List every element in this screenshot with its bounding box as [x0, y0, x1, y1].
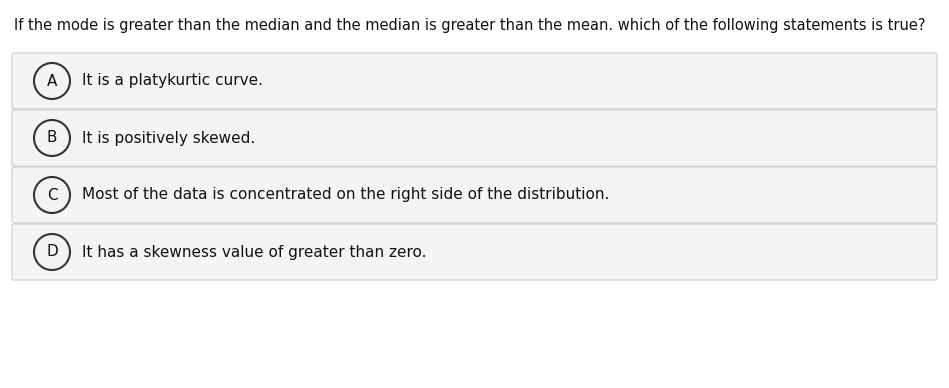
Text: If the mode is greater than the median and the median is greater than the mean. : If the mode is greater than the median a…: [14, 18, 925, 33]
Ellipse shape: [34, 234, 70, 270]
FancyBboxPatch shape: [12, 53, 937, 109]
Text: B: B: [47, 130, 57, 146]
Ellipse shape: [34, 63, 70, 99]
Text: D: D: [47, 244, 58, 260]
FancyBboxPatch shape: [12, 224, 937, 280]
Text: It is a platykurtic curve.: It is a platykurtic curve.: [82, 73, 263, 88]
Text: A: A: [47, 73, 57, 88]
Text: Most of the data is concentrated on the right side of the distribution.: Most of the data is concentrated on the …: [82, 187, 609, 203]
FancyBboxPatch shape: [12, 167, 937, 223]
Text: C: C: [47, 187, 57, 203]
Text: It has a skewness value of greater than zero.: It has a skewness value of greater than …: [82, 244, 426, 260]
Text: It is positively skewed.: It is positively skewed.: [82, 130, 255, 146]
Ellipse shape: [34, 177, 70, 213]
Ellipse shape: [34, 120, 70, 156]
FancyBboxPatch shape: [12, 110, 937, 166]
